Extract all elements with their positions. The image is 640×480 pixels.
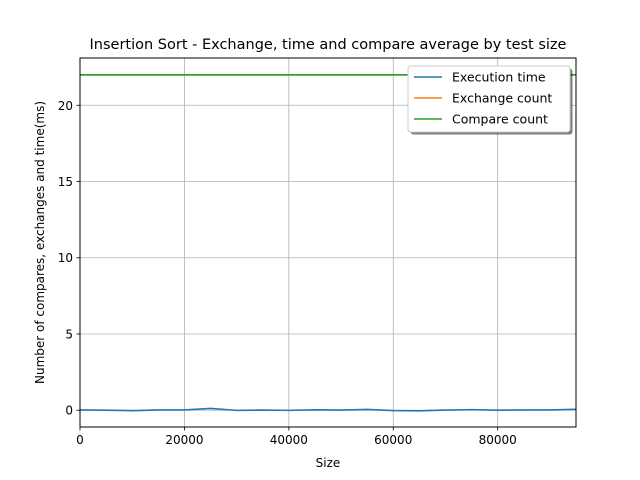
axis-ticks: 0 20000 40000 60000 80000 0 5 10 15 20 bbox=[58, 99, 517, 447]
y-tick-label: 10 bbox=[58, 251, 73, 265]
legend-box bbox=[407, 65, 571, 133]
legend-label-execution-time: Execution time bbox=[452, 70, 546, 85]
legend: Execution time Exchange count Compare coun… bbox=[407, 65, 573, 135]
y-tick-label: 20 bbox=[58, 99, 73, 113]
x-tick-label: 80000 bbox=[479, 433, 517, 447]
plot-frame bbox=[79, 57, 577, 428]
chart-title: Insertion Sort - Exchange, time and comp… bbox=[90, 37, 567, 53]
x-tick-label: 0 bbox=[76, 433, 84, 447]
y-tick-label: 5 bbox=[65, 327, 73, 341]
legend-label-exchange-count: Exchange count bbox=[452, 91, 552, 106]
y-tick-label: 0 bbox=[65, 404, 73, 418]
x-tick-label: 40000 bbox=[270, 433, 308, 447]
x-axis-label: Size bbox=[316, 456, 341, 470]
series-line-execution-time bbox=[79, 407, 577, 412]
x-tick-label: 20000 bbox=[165, 433, 203, 447]
y-axis-label: Number of compares, exchanges and time(m… bbox=[33, 101, 47, 384]
y-tick-label: 15 bbox=[58, 175, 73, 189]
legend-label-compare-count: Compare count bbox=[452, 112, 548, 127]
x-tick-label: 60000 bbox=[374, 433, 412, 447]
